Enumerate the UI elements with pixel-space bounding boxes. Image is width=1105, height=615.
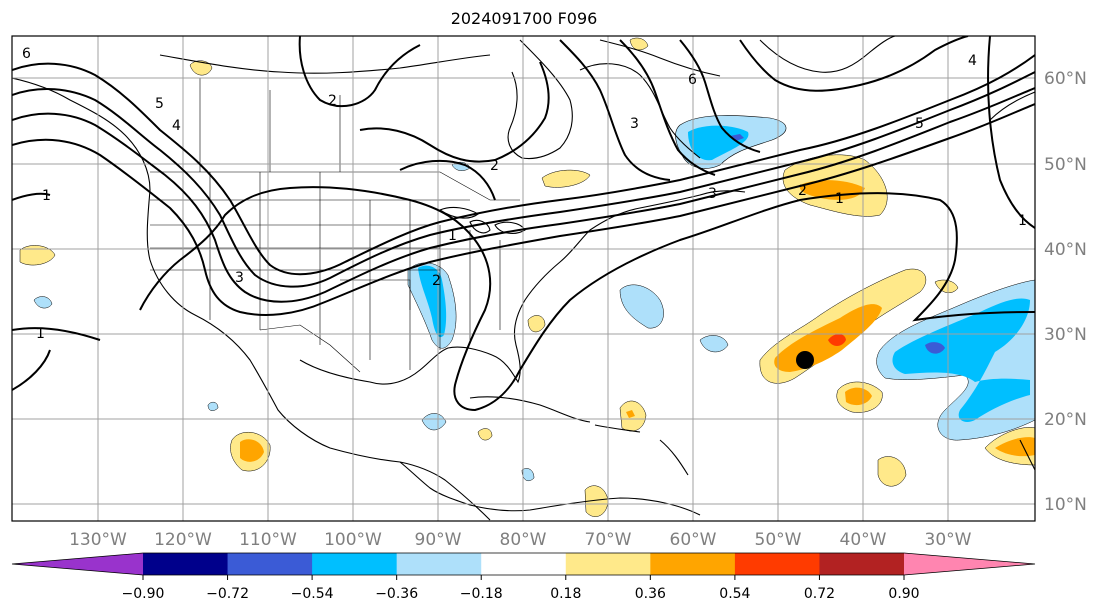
map-border (11, 35, 1036, 522)
contour-label: 3 (708, 186, 717, 202)
colorbar-segment (143, 553, 229, 575)
lat-label: 30°N (1044, 325, 1087, 345)
lon-label: 30°W (925, 530, 972, 550)
colorbar-segment (312, 553, 398, 575)
contour-label: 1 (448, 228, 457, 244)
contour-label: 5 (915, 116, 924, 132)
colorbar-segment (819, 553, 905, 575)
contour-label: 1 (36, 326, 45, 342)
lat-label: 50°N (1044, 155, 1087, 175)
latitude-labels: 60°N 50°N 40°N 30°N 20°N 10°N (1044, 69, 1087, 515)
colorbar-tick-label: −0.72 (206, 586, 249, 602)
longitude-labels: 130°W 120°W 110°W 100°W 90°W 80°W 70°W 6… (69, 530, 972, 550)
lon-label: 80°W (500, 530, 547, 550)
contour-label: 2 (328, 93, 337, 109)
contour-label: 3 (235, 270, 244, 286)
contour-label: 6 (22, 46, 31, 62)
contour-label: 4 (968, 53, 977, 69)
map-title: 2024091700 F096 (450, 9, 598, 28)
contour-label: 1 (835, 191, 844, 207)
colorbar-segment (650, 553, 736, 575)
contour-label: 2 (432, 273, 441, 289)
colorbar-tick-label: 0.90 (888, 586, 919, 602)
contour-label: 1 (42, 188, 51, 204)
colorbar-tick-label: −0.36 (375, 586, 418, 602)
colorbar-tick-label: 0.72 (804, 586, 835, 602)
state-borders (150, 78, 520, 373)
colorbar-segment (396, 553, 482, 575)
colorbar-segment (734, 553, 820, 575)
contour-label: 4 (172, 118, 181, 134)
contour-labels: 6 5 4 3 2 1 1 2 3 4 5 6 1 2 1 1 3 2 (22, 46, 1027, 342)
lon-label: 120°W (154, 530, 212, 550)
contour-label: 2 (798, 183, 807, 199)
colorbar-tick-label: −0.54 (291, 586, 334, 602)
lat-label: 60°N (1044, 69, 1087, 89)
colorbar-tick-label: −0.18 (460, 586, 503, 602)
lon-label: 50°W (755, 530, 802, 550)
lon-label: 100°W (324, 530, 382, 550)
lat-label: 40°N (1044, 240, 1087, 260)
colorbar: −0.90 −0.72 −0.54 −0.36 −0.18 0.18 0.36 0.54 0.7… (11, 552, 1036, 602)
colorbar-tick-label: 0.54 (719, 586, 750, 602)
lon-label: 110°W (239, 530, 297, 550)
lon-label: 70°W (585, 530, 632, 550)
lon-label: 60°W (670, 530, 717, 550)
colorbar-segment (565, 553, 651, 575)
contours (12, 36, 1035, 412)
contour-label: 3 (630, 116, 639, 132)
lat-label: 10°N (1044, 495, 1087, 515)
colorbar-tick-label: −0.90 (122, 586, 165, 602)
storm-center-marker (796, 351, 814, 369)
colorbar-extend-max (904, 553, 1035, 575)
lon-label: 130°W (69, 530, 127, 550)
lon-label: 90°W (415, 530, 462, 550)
colorbar-tick-label: 0.18 (550, 586, 581, 602)
contour-label: 5 (155, 96, 164, 112)
lat-label: 20°N (1044, 410, 1087, 430)
contour-label: 6 (688, 72, 697, 88)
contour-label: 1 (1018, 213, 1027, 229)
coastlines (12, 36, 1035, 521)
colorbar-tick-label: 0.36 (635, 586, 666, 602)
colorbar-extend-min (12, 553, 143, 575)
contour-label: 2 (490, 158, 499, 174)
lon-label: 40°W (840, 530, 887, 550)
colorbar-segment (481, 553, 567, 575)
colorbar-segment (227, 553, 313, 575)
